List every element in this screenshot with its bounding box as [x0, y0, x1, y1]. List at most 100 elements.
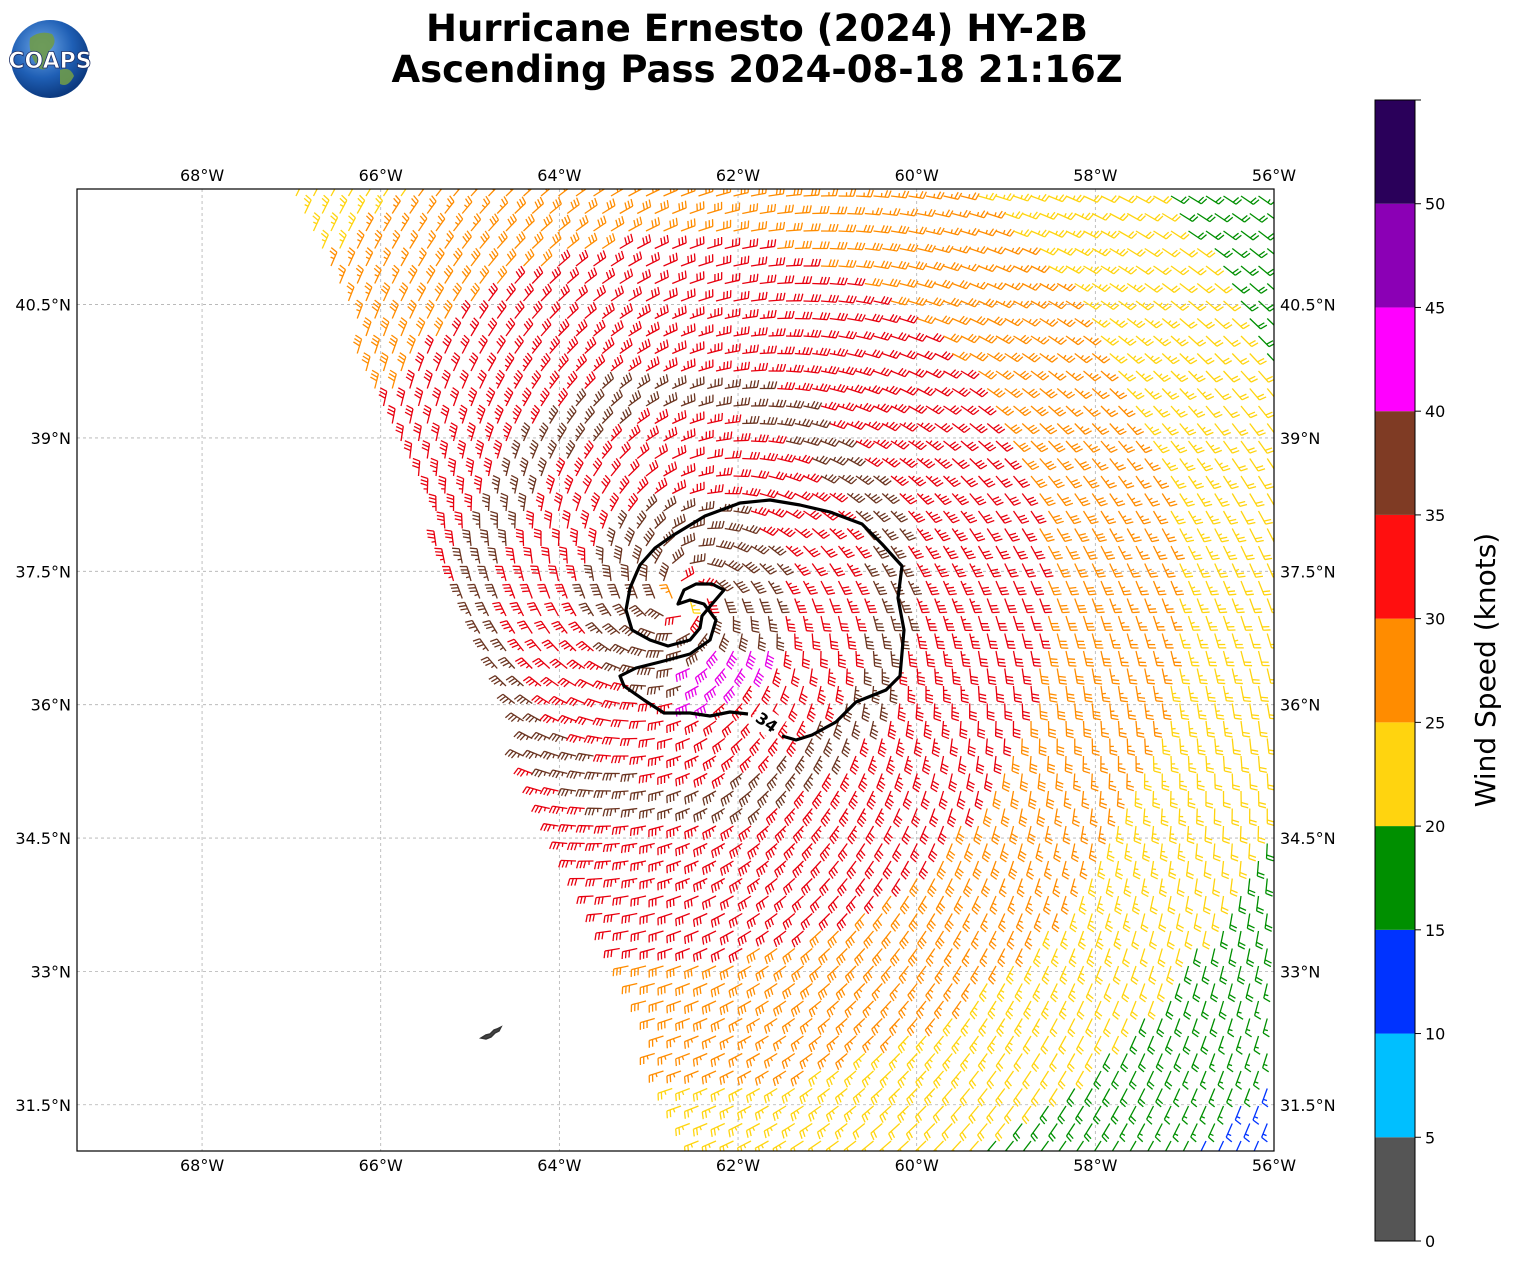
barb-shaft [934, 282, 950, 289]
barb-flag [641, 342, 645, 350]
barb-flag [1259, 396, 1267, 401]
barb-shaft [908, 475, 921, 487]
barb-flag [566, 249, 571, 257]
barb-flag [347, 282, 355, 288]
barb-flag [574, 492, 582, 498]
wind-barb [925, 297, 945, 307]
barb-flag [628, 372, 633, 380]
barb-flag [383, 282, 391, 288]
barb-flag [529, 248, 535, 256]
wind-barb [1030, 440, 1049, 453]
wind-barb [575, 319, 588, 337]
barb-shaft [663, 224, 678, 232]
wind-barb [337, 264, 347, 284]
barb-flag [446, 500, 454, 504]
wind-barb [531, 335, 543, 354]
barb-flag [479, 270, 486, 278]
wind-barb [1179, 318, 1198, 329]
barb-flag [924, 497, 932, 503]
barb-flag [536, 268, 541, 276]
barb-flag [949, 441, 957, 447]
barb-flag [1266, 304, 1274, 310]
barb-flag [1014, 282, 1021, 289]
logo-text: COAPS [8, 49, 91, 74]
barb-flag [563, 251, 568, 259]
barb-half-flag [472, 221, 477, 226]
barb-flag [1102, 430, 1110, 436]
barb-shaft [619, 309, 633, 320]
barb-flag [649, 464, 653, 472]
barb-half-flag [807, 403, 810, 408]
barb-half-flag [815, 492, 819, 497]
barb-shaft [1117, 475, 1128, 489]
barb-flag [1078, 267, 1085, 274]
barb-flag [747, 255, 750, 264]
barb-flag [788, 240, 791, 248]
barb-flag [1249, 268, 1257, 274]
barb-half-flag [656, 347, 660, 352]
barb-shaft [382, 391, 388, 407]
barb-flag [614, 289, 619, 297]
wind-barb [1153, 405, 1171, 418]
wind-barb [1240, 475, 1257, 490]
barb-half-flag [557, 399, 562, 403]
barb-shaft [619, 344, 633, 355]
barb-shaft [452, 287, 463, 302]
wind-barb [575, 189, 588, 197]
wind-barb [529, 439, 539, 459]
barb-shaft [934, 422, 948, 433]
barb-flag [962, 209, 968, 217]
barb-flag [987, 407, 994, 414]
wind-barb [916, 350, 937, 361]
wind-barb [1188, 370, 1206, 383]
wind-barb [407, 299, 417, 319]
barb-flag [823, 205, 827, 214]
barb-flag [802, 276, 806, 284]
wind-barb [444, 195, 455, 214]
wind-barb [397, 352, 407, 372]
barb-flag [793, 223, 797, 231]
barb-half-flag [459, 452, 464, 455]
barb-flag [974, 496, 982, 501]
barb-flag [802, 382, 807, 390]
wind-barb [1117, 475, 1135, 489]
wind-barb [355, 264, 364, 284]
wind-barb [353, 334, 363, 354]
barb-shaft [986, 387, 1000, 398]
barb-shaft [925, 265, 941, 271]
barb-shaft [496, 306, 507, 319]
barb-flag [588, 440, 594, 447]
barb-half-flag [503, 434, 508, 438]
wind-barb [417, 212, 428, 232]
wind-barb [1074, 247, 1094, 257]
barb-half-flag [611, 364, 616, 369]
wind-barb [750, 398, 769, 407]
barb-flag [1214, 339, 1221, 345]
wind-barb [1196, 388, 1215, 401]
barb-flag [677, 412, 681, 421]
barb-flag [535, 499, 543, 504]
barb-flag [1064, 463, 1072, 468]
barb-shaft [785, 370, 802, 373]
barb-shaft [461, 409, 468, 424]
barb-flag [775, 328, 779, 336]
barb-flag [870, 332, 875, 340]
barb-flag [578, 254, 583, 262]
barb-flag [758, 506, 764, 514]
barb-flag [1277, 361, 1283, 364]
barb-shaft [838, 475, 852, 485]
barb-flag [765, 434, 769, 442]
wind-barb [396, 387, 406, 407]
barb-shaft [514, 478, 519, 494]
barb-flag [996, 390, 1003, 396]
barb-flag [950, 297, 956, 305]
barb-flag [1157, 215, 1164, 222]
barb-flag [1100, 356, 1108, 362]
barb-shaft [768, 334, 784, 337]
barb-flag [500, 492, 508, 497]
barb-flag [1053, 478, 1061, 483]
barb-flag [660, 479, 665, 487]
barb-shaft [566, 445, 576, 459]
wind-barb [1266, 388, 1274, 398]
barb-flag [1190, 359, 1198, 365]
